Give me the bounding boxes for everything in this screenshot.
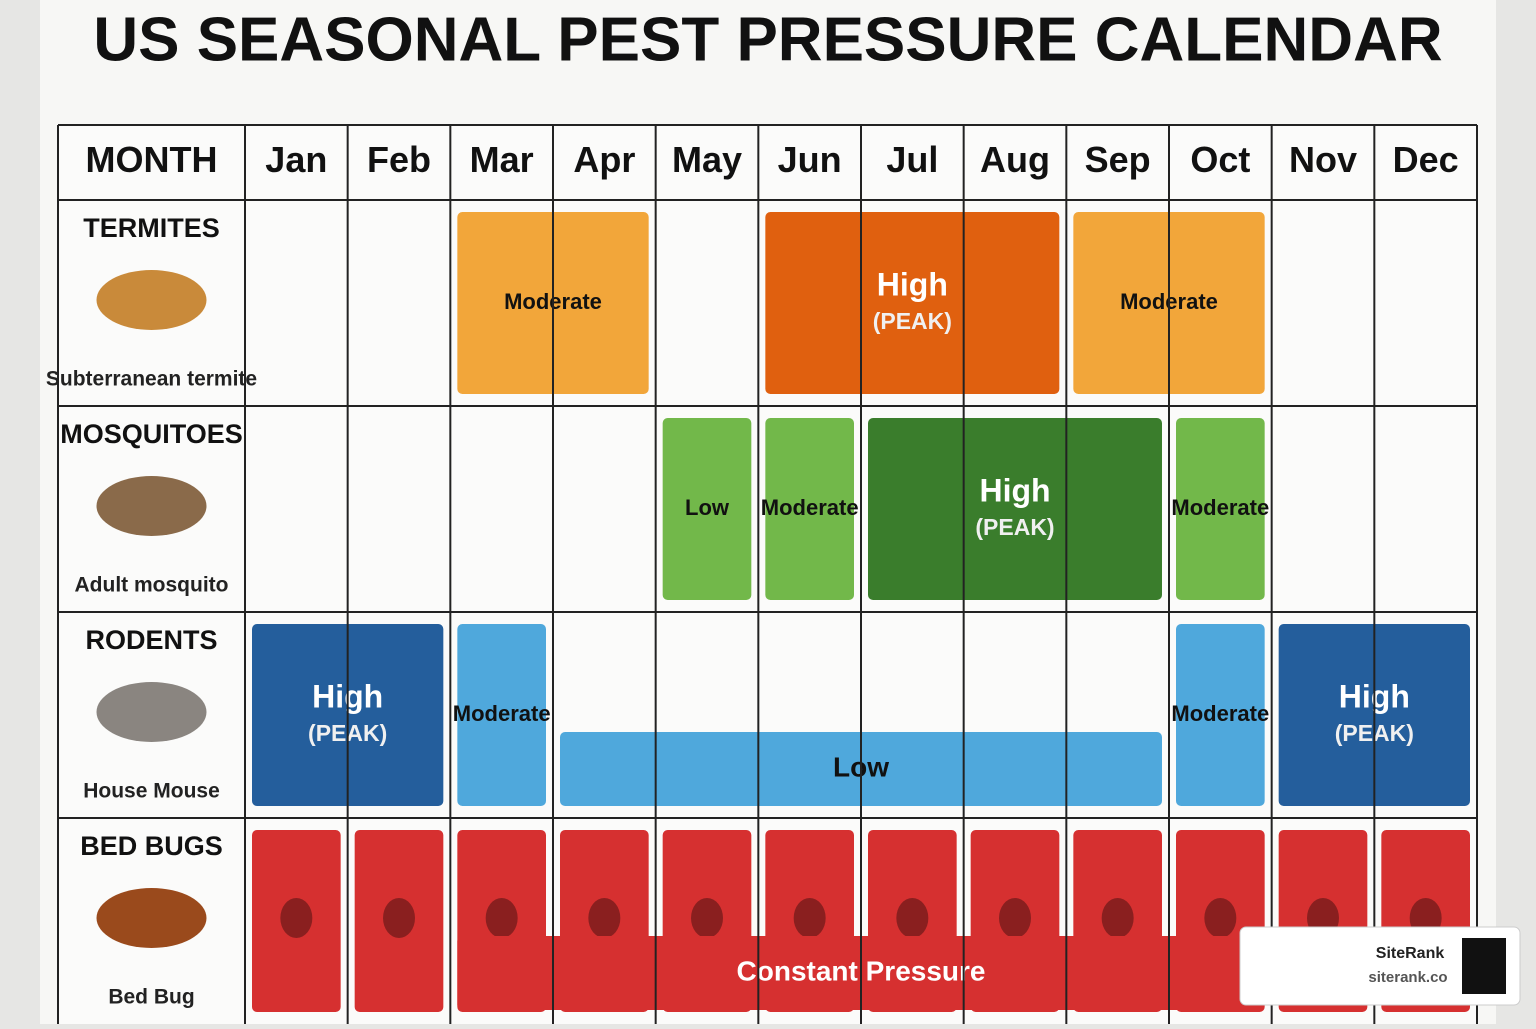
- pressure-label: Low: [685, 495, 730, 520]
- pressure-band: [1176, 418, 1265, 600]
- month-label: Sep: [1085, 139, 1151, 180]
- pest-name: MOSQUITOES: [60, 419, 243, 449]
- month-label: Aug: [980, 139, 1050, 180]
- header-label: MONTH: [86, 139, 218, 180]
- watermark: SiteRank siterank.co: [1239, 926, 1521, 1006]
- logo: [1462, 938, 1506, 994]
- pest-caption: Bed Bug: [108, 986, 194, 1009]
- pest-name: RODENTS: [85, 625, 217, 655]
- pest-icon: [96, 476, 207, 536]
- month-label: Jan: [265, 139, 327, 180]
- bug-icon: [999, 898, 1031, 938]
- pressure-band: [765, 418, 854, 600]
- pressure-label: Moderate: [453, 701, 551, 726]
- grid-lines: [57, 124, 1478, 1024]
- pressure-label: High: [877, 266, 948, 302]
- bug-icon: [383, 898, 415, 938]
- pressure-label: Moderate: [1171, 701, 1269, 726]
- pest-icon: [96, 888, 207, 948]
- pressure-band: [1176, 624, 1265, 806]
- pressure-sublabel: (PEAK): [975, 514, 1054, 540]
- month-label: Jun: [778, 139, 842, 180]
- pressure-label: High: [979, 472, 1050, 508]
- pest-icon: [96, 270, 207, 330]
- watermark-url: siterank.co: [1368, 969, 1447, 986]
- pest-icon: [96, 682, 207, 742]
- pressure-sublabel: (PEAK): [873, 308, 952, 334]
- month-label: Feb: [367, 139, 431, 180]
- pest-name: BED BUGS: [80, 831, 223, 861]
- month-label: Oct: [1190, 139, 1250, 180]
- bug-icon: [691, 898, 723, 938]
- bug-icon: [896, 898, 929, 938]
- pest-caption: Subterranean termite: [46, 368, 257, 391]
- bug-icon: [1204, 898, 1237, 938]
- pressure-band: [662, 418, 752, 600]
- pressure-label: Moderate: [761, 495, 859, 520]
- title: US SEASONAL PEST PRESSURE CALENDAR: [93, 5, 1442, 74]
- bug-icon: [485, 898, 518, 938]
- month-label: Jul: [886, 139, 938, 180]
- bug-icon: [1101, 898, 1134, 938]
- pressure-band: [457, 624, 546, 806]
- pest-name: TERMITES: [83, 213, 220, 243]
- pest-caption: Adult mosquito: [75, 574, 229, 597]
- watermark-name: SiteRank: [1376, 945, 1445, 962]
- pest-caption: House Mouse: [83, 780, 220, 803]
- month-label: May: [672, 139, 742, 180]
- month-label: Nov: [1289, 139, 1357, 180]
- bug-icon: [280, 898, 313, 938]
- pressure-label: Moderate: [1171, 495, 1269, 520]
- pressure-band: [868, 418, 1162, 600]
- month-label: Apr: [573, 139, 635, 180]
- month-label: Dec: [1393, 139, 1459, 180]
- bug-icon: [793, 898, 826, 938]
- pressure-band: [765, 212, 1060, 394]
- bug-icon: [588, 898, 621, 938]
- month-label: Mar: [470, 139, 534, 180]
